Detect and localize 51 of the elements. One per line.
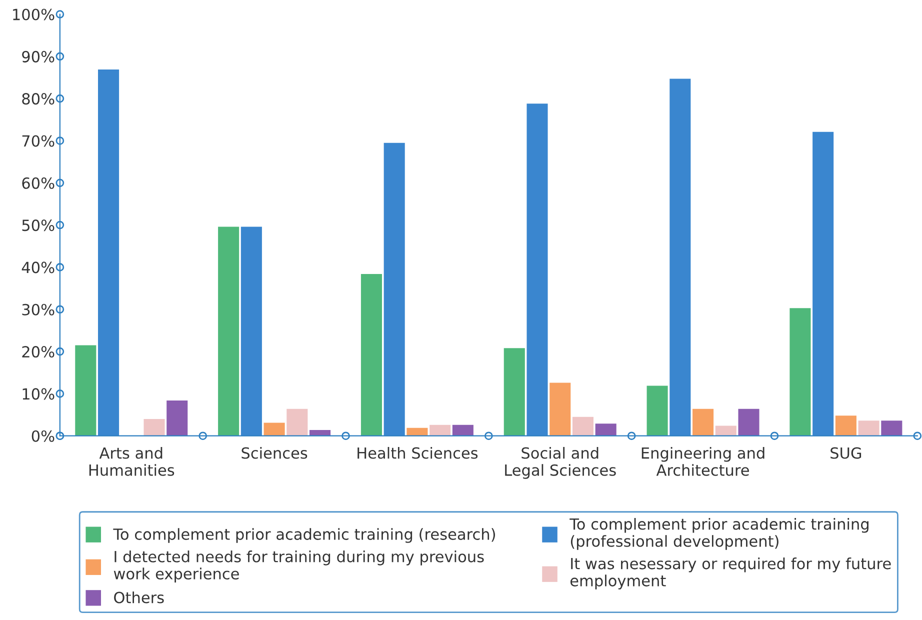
y-tick-label: 20%	[22, 346, 54, 358]
y-tick-label: 0%	[32, 430, 54, 442]
x-tick-label: Sciences	[242, 446, 308, 459]
bar	[286, 408, 308, 436]
bar	[881, 420, 902, 436]
bar	[218, 226, 240, 436]
y-tick-label: 100%	[13, 8, 54, 20]
bar	[310, 430, 331, 436]
bar	[790, 308, 811, 436]
y-tick-label: 30%	[22, 304, 54, 316]
legend-label: I detected needs for training during my previous work experience	[114, 550, 484, 582]
bar	[670, 78, 691, 436]
x-tick-label: Social and Legal Sciences	[505, 446, 616, 479]
y-tick-label: 60%	[22, 177, 54, 189]
bar	[384, 142, 405, 436]
bar	[835, 416, 856, 436]
bar	[692, 408, 714, 436]
y-tick-label: 80%	[22, 93, 54, 105]
x-tick-label: Health Sciences	[358, 446, 478, 459]
legend-label: To complement prior academic training (professional development)	[570, 518, 868, 550]
x-tick-label: Engineering and Architecture	[642, 446, 764, 476]
bar	[595, 424, 616, 436]
y-tick-label: 50%	[22, 220, 54, 232]
bar	[430, 424, 451, 436]
bar	[715, 426, 736, 436]
y-tick-label: 10%	[22, 388, 54, 400]
bar	[812, 132, 834, 436]
bar	[550, 382, 571, 436]
bar	[526, 104, 548, 436]
bar	[406, 428, 428, 436]
bar	[452, 424, 474, 436]
bar	[240, 226, 262, 436]
bar	[858, 420, 880, 436]
y-tick-label: 40%	[22, 262, 54, 274]
bar	[75, 345, 96, 436]
y-tick-label: 90%	[22, 50, 54, 62]
bar	[166, 400, 188, 436]
legend-label: To complement prior academic training (research)	[113, 528, 495, 543]
legend-label: Others	[114, 591, 164, 604]
bar	[264, 422, 285, 436]
x-tick-label: SUG	[830, 447, 862, 459]
bar	[646, 386, 668, 436]
bar	[98, 69, 120, 436]
legend-label: It was nesessary or required for my future employment	[570, 558, 891, 590]
bar	[360, 274, 382, 436]
bar	[572, 416, 594, 436]
bar	[144, 418, 165, 436]
x-tick-label: Arts and Humanities	[89, 446, 174, 476]
y-tick-label: 70%	[22, 135, 54, 147]
bar	[738, 408, 760, 436]
bar	[504, 348, 525, 436]
